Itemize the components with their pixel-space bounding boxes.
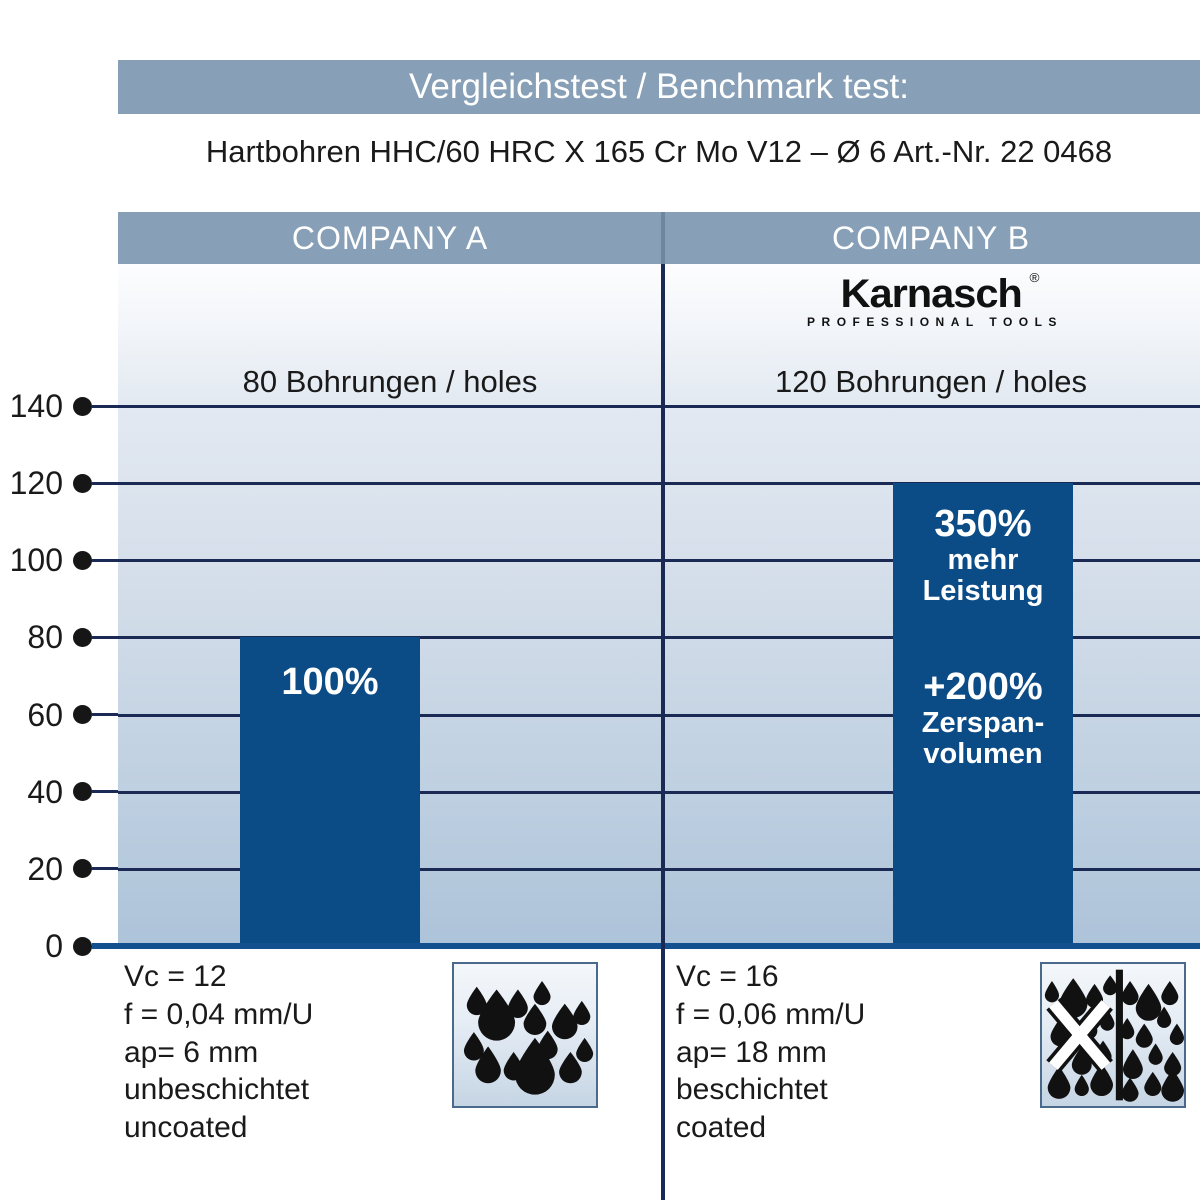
y-axis-tick-label: 100 bbox=[9, 542, 63, 579]
benchmark-subtitle: Hartbohren HHC/60 HRC X 165 Cr Mo V12 – … bbox=[205, 134, 1113, 169]
karnasch-tagline: PROFESSIONAL TOOLS bbox=[807, 315, 1063, 329]
spec-line: ap= 6 mm bbox=[124, 1035, 259, 1069]
y-axis-tick-stub bbox=[92, 635, 118, 639]
spec-line: unbeschichtet bbox=[124, 1073, 310, 1107]
registered-trademark-icon: ® bbox=[1029, 270, 1039, 285]
y-axis-tick-stub bbox=[92, 558, 118, 562]
y-axis-tick-dot bbox=[73, 550, 92, 570]
y-axis-tick-label: 40 bbox=[27, 773, 63, 810]
company-a-specs: Vc = 12 f = 0,04 mm/U ap= 6 mm unbeschichte… bbox=[124, 958, 313, 1147]
gridline-140 bbox=[118, 405, 1200, 408]
y-axis-tick-label: 0 bbox=[45, 928, 63, 964]
y-axis-tick-label: 80 bbox=[27, 619, 63, 656]
y-axis-tick-20: 20 bbox=[0, 849, 118, 889]
y-axis-tick-dot bbox=[73, 859, 92, 879]
y-axis-tick-80: 80 bbox=[0, 617, 118, 657]
no-coolant-vs-coolant-icon bbox=[1040, 962, 1186, 1108]
bar-company-b: 350% mehr Leistung +200% Zerspan- volume… bbox=[893, 483, 1073, 946]
y-axis-tick-stub bbox=[92, 790, 118, 794]
company-b-label: COMPANY B bbox=[831, 219, 1031, 256]
spec-line: ap= 18 mm bbox=[676, 1035, 827, 1069]
benchmark-title-bar: Vergleichstest / Benchmark test: bbox=[118, 60, 1200, 114]
company-a-info: 80 Bohrungen / holes bbox=[118, 264, 662, 406]
spec-line: uncoated bbox=[124, 1111, 248, 1145]
bar-b-sub-label-1: mehr bbox=[947, 544, 1019, 577]
gridline-80 bbox=[118, 636, 1200, 640]
bar-b-sub-label-2: Leistung bbox=[922, 575, 1044, 608]
y-axis-tick-120: 120 bbox=[0, 463, 118, 503]
y-axis-tick-100: 100 bbox=[0, 540, 118, 580]
company-b-holes: 120 Bohrungen / holes bbox=[775, 364, 1087, 399]
spec-line: coated bbox=[676, 1111, 767, 1145]
column-divider bbox=[661, 212, 665, 1200]
bar-b-value-label-2: +200% bbox=[923, 665, 1043, 708]
x-axis-baseline bbox=[118, 943, 1200, 949]
y-axis-tick-60: 60 bbox=[0, 695, 118, 735]
y-axis-tick-140: 140 bbox=[0, 386, 118, 426]
y-axis-tick-label: 20 bbox=[27, 850, 63, 887]
gridline-100 bbox=[118, 559, 1200, 563]
y-axis-tick-stub bbox=[92, 867, 118, 871]
company-a-holes: 80 Bohrungen / holes bbox=[242, 364, 538, 399]
karnasch-wordmark: Karnasch ® bbox=[840, 270, 1039, 317]
gridline-120 bbox=[118, 482, 1200, 486]
y-axis-tick-dot bbox=[73, 396, 92, 416]
y-axis-tick-stub bbox=[92, 943, 118, 949]
spec-line: Vc = 12 bbox=[124, 960, 227, 993]
y-axis-tick-dot bbox=[73, 936, 92, 956]
y-axis-tick-label: 60 bbox=[27, 696, 63, 733]
bar-a-value-label: 100% bbox=[281, 661, 379, 704]
gridline-60 bbox=[118, 713, 1200, 717]
y-axis-tick-stub bbox=[92, 713, 118, 717]
gridline-40 bbox=[118, 790, 1200, 794]
y-axis-tick-dot bbox=[73, 627, 92, 647]
company-b-specs: Vc = 16 f = 0,06 mm/U ap= 18 mm beschichtet… bbox=[676, 958, 865, 1147]
gridline-20 bbox=[118, 867, 1200, 871]
company-a-label: COMPANY A bbox=[291, 219, 489, 256]
bar-b-sub-label-3: Zerspan- bbox=[921, 706, 1045, 739]
coolant-drops-icon bbox=[452, 962, 598, 1108]
y-axis-tick-stub bbox=[92, 481, 118, 485]
y-axis-tick-label: 120 bbox=[9, 465, 63, 502]
y-axis-tick-label: 140 bbox=[9, 388, 63, 424]
company-b-info: Karnasch ® PROFESSIONAL TOOLS 120 Bohrung… bbox=[662, 264, 1200, 406]
bar-chart-plot-area: 100% 350% mehr Leistung +200% Zerspan- v… bbox=[118, 405, 1200, 949]
y-axis-tick-dot bbox=[73, 782, 92, 802]
spec-line: Vc = 16 bbox=[676, 960, 779, 993]
y-axis-tick-dot bbox=[73, 705, 92, 725]
spec-line: beschichtet bbox=[676, 1073, 828, 1107]
y-axis-tick-0: 0 bbox=[0, 926, 118, 966]
spec-line: f = 0,06 mm/U bbox=[676, 997, 866, 1031]
spec-line: f = 0,04 mm/U bbox=[124, 997, 314, 1031]
column-divider-header bbox=[661, 212, 665, 264]
y-axis-tick-40: 40 bbox=[0, 772, 118, 812]
company-header-bar: COMPANY A COMPANY B bbox=[118, 212, 1200, 264]
bar-company-a: 100% bbox=[240, 637, 420, 946]
bar-b-sub-label-4: volumen bbox=[923, 737, 1043, 770]
y-axis-tick-dot bbox=[73, 473, 92, 493]
bar-b-value-label: 350% bbox=[934, 503, 1032, 546]
y-axis-tick-stub bbox=[92, 404, 118, 408]
upper-info-panel: 80 Bohrungen / holes Karnasch ® PROFESSIO… bbox=[118, 264, 1200, 406]
karnasch-wordmark-text: Karnasch bbox=[840, 272, 1022, 316]
page-title: Vergleichstest / Benchmark test: bbox=[409, 67, 909, 106]
karnasch-logo: Karnasch ® PROFESSIONAL TOOLS bbox=[662, 270, 1200, 329]
